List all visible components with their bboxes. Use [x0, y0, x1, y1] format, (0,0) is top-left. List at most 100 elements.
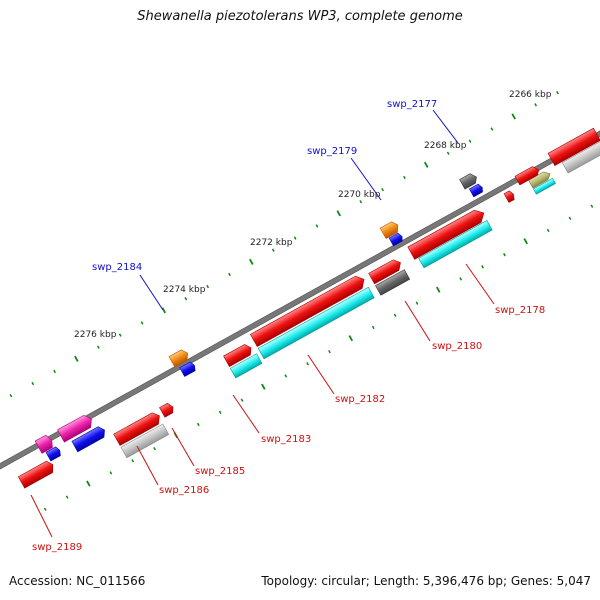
- upper-tick: [423, 161, 429, 168]
- leader-line-swp-2178: [465, 263, 495, 305]
- upper-tick: [206, 284, 210, 289]
- upper-tick: [31, 381, 35, 386]
- lower-tick: [153, 446, 156, 451]
- lower-tick: [196, 422, 200, 427]
- upper-tick: [293, 236, 297, 240]
- lower-tick: [261, 383, 266, 390]
- lower-tick: [435, 286, 441, 293]
- lower-tick: [546, 228, 550, 233]
- gene-block-red-small[interactable]: [503, 190, 516, 203]
- gene-block-blue-small[interactable]: [45, 446, 62, 462]
- upper-tick: [490, 127, 494, 131]
- gene-labels: swp_2177 swp_2179 swp_2184 swp_2178 swp_…: [32, 99, 545, 553]
- leader-line-swp-2189: [30, 494, 53, 538]
- gene-label-swp-2178[interactable]: swp_2178: [495, 305, 545, 316]
- upper-tick: [184, 297, 188, 301]
- upper-tick: [140, 321, 144, 325]
- leader-line-swp-2186: [136, 445, 159, 486]
- gene-swp-2180-red[interactable]: [368, 257, 404, 285]
- gene-label-swp-2189[interactable]: swp_2189: [32, 542, 82, 553]
- leader-line-swp-2183: [232, 394, 260, 434]
- gene-block-red[interactable]: [547, 127, 600, 167]
- lower-tick: [240, 398, 244, 402]
- upper-tick: [228, 272, 231, 277]
- lower-tick: [328, 350, 331, 354]
- lower-tick: [131, 459, 135, 463]
- gene-block-red[interactable]: [514, 165, 541, 186]
- scale-labels: 2266 kbp 2268 kbp 2270 kbp 2272 kbp 2274…: [74, 90, 552, 340]
- gene-label-swp-2183[interactable]: swp_2183: [261, 434, 311, 445]
- upper-tick: [381, 187, 384, 192]
- upper-tick: [53, 369, 56, 374]
- label-leader-lines: [30, 109, 495, 538]
- upper-tick: [468, 139, 472, 143]
- gene-swp-2177-blue[interactable]: [468, 183, 484, 198]
- leader-line-swp-2180: [404, 300, 431, 342]
- gene-label-swp-2185[interactable]: swp_2185: [195, 466, 245, 477]
- lower-tick: [109, 471, 113, 475]
- scale-label-2270: 2270 kbp: [338, 190, 381, 200]
- lower-tick: [284, 374, 288, 378]
- genome-backbone: [0, 113, 600, 487]
- lower-tick: [459, 277, 463, 281]
- leader-line-swp-2177: [432, 109, 459, 144]
- lower-tick: [523, 238, 528, 245]
- scale-label-2268: 2268 kbp: [424, 141, 467, 151]
- gene-swp-2189-red[interactable]: [17, 459, 56, 489]
- lower-tick: [86, 480, 91, 487]
- gene-block-pink-small[interactable]: [34, 434, 55, 454]
- gene-swp-2183-cyan[interactable]: [229, 353, 263, 379]
- gene-swp-2184-blue[interactable]: [179, 361, 197, 377]
- gene-swp-2180-dark[interactable]: [375, 269, 411, 296]
- genome-title: Shewanella piezotolerans WP3, complete g…: [137, 9, 463, 24]
- gene-block-grey[interactable]: [561, 140, 600, 174]
- gene-swp-2182-red[interactable]: [250, 273, 367, 347]
- upper-tick: [534, 103, 538, 107]
- gene-swp-2183-red[interactable]: [223, 342, 254, 367]
- lower-tick: [415, 301, 419, 305]
- forward-strand-genes: [17, 127, 600, 489]
- gene-swp-2182-cyan[interactable]: [257, 286, 375, 360]
- lower-tick: [43, 507, 47, 511]
- upper-tick: [446, 151, 450, 155]
- gene-swp-2179-blue[interactable]: [388, 232, 404, 247]
- gene-label-swp-2179[interactable]: swp_2179: [307, 146, 357, 157]
- lower-tick: [503, 253, 506, 257]
- leader-line-swp-2179: [350, 157, 382, 201]
- lower-tick: [371, 325, 375, 330]
- gene-block-cyan[interactable]: [533, 177, 556, 195]
- gene-swp-2178-red[interactable]: [407, 207, 487, 260]
- gene-label-swp-2186[interactable]: swp_2186: [159, 485, 209, 496]
- upper-tick: [315, 224, 319, 228]
- gene-swp-2184-orange[interactable]: [168, 348, 191, 368]
- upper-tick: [511, 113, 516, 120]
- gene-swp-2177-dark[interactable]: [459, 172, 479, 190]
- lower-tick: [306, 362, 310, 366]
- gene-swp-2185-red[interactable]: [159, 402, 176, 418]
- upper-tick: [74, 355, 79, 362]
- upper-tick: [403, 175, 406, 180]
- gene-swp-2179-orange[interactable]: [379, 220, 401, 240]
- scale-label-2266: 2266 kbp: [509, 90, 552, 100]
- footer-accession: Accession: NC_011566: [9, 574, 146, 588]
- gene-label-swp-2177[interactable]: swp_2177: [387, 99, 437, 110]
- lower-tick: [218, 410, 222, 414]
- gene-label-swp-2182[interactable]: swp_2182: [335, 394, 385, 405]
- gene-block-tan[interactable]: [528, 170, 553, 189]
- lower-tick: [568, 216, 572, 221]
- lower-scale-ticks: [43, 204, 594, 511]
- gene-block-pink[interactable]: [57, 413, 95, 443]
- leader-line-swp-2184: [139, 274, 164, 311]
- upper-tick: [556, 90, 559, 95]
- gene-swp-2186-red[interactable]: [113, 410, 163, 446]
- upper-tick: [96, 345, 100, 349]
- gene-label-swp-2184[interactable]: swp_2184: [92, 262, 142, 273]
- gene-swp-2186-grey[interactable]: [120, 423, 170, 459]
- gene-swp-2178-cyan[interactable]: [418, 220, 493, 269]
- gene-block-blue[interactable]: [71, 425, 108, 453]
- lower-tick: [393, 313, 397, 317]
- gene-label-swp-2180[interactable]: swp_2180: [432, 341, 482, 352]
- upper-tick: [118, 333, 122, 337]
